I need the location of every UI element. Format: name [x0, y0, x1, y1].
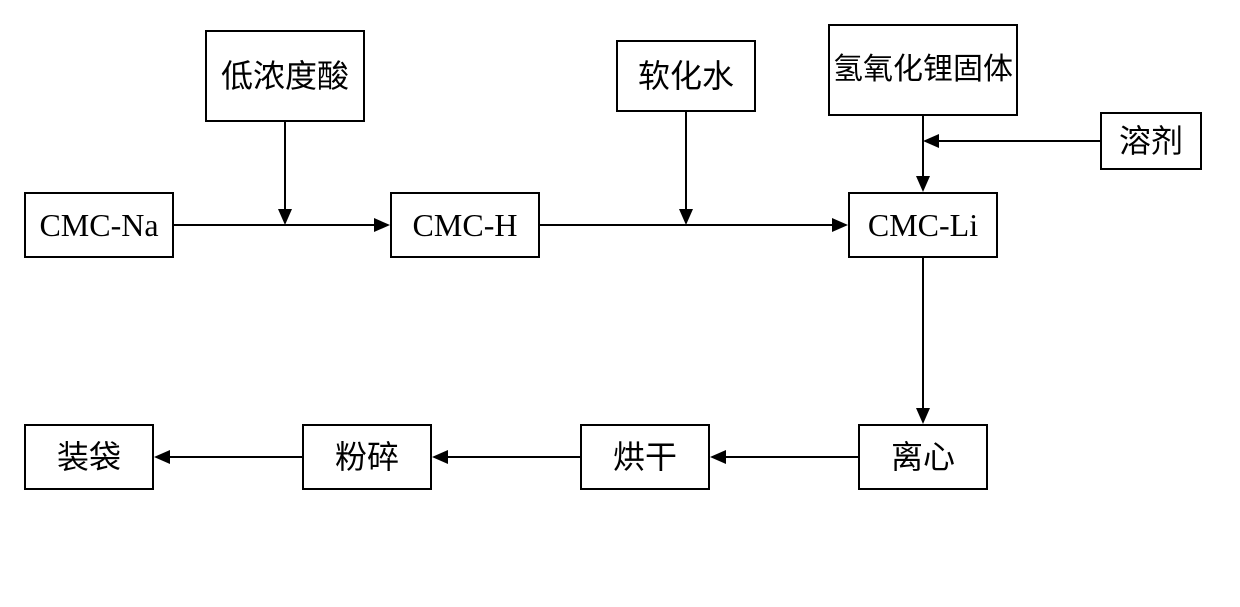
- arrowhead-cmcna-cmch: [374, 218, 390, 232]
- node-cent-label: 离心: [891, 437, 955, 477]
- arrowhead-cent-dry: [710, 450, 726, 464]
- node-cmcna-label: CMC-Na: [39, 205, 158, 245]
- arrowhead-acid-path1: [278, 209, 292, 225]
- node-acid: 低浓度酸: [205, 30, 365, 122]
- arrowhead-crush-bag: [154, 450, 170, 464]
- node-crush: 粉碎: [302, 424, 432, 490]
- node-lioh-label: 氢氧化锂固体: [833, 51, 1013, 89]
- node-bag-label: 装袋: [57, 437, 121, 477]
- node-cent: 离心: [858, 424, 988, 490]
- node-crush-label: 粉碎: [335, 437, 399, 477]
- node-lioh: 氢氧化锂固体: [828, 24, 1018, 116]
- node-dry-label: 烘干: [613, 437, 677, 477]
- arrowhead-cmcli-cent: [916, 408, 930, 424]
- node-solvent: 溶剂: [1100, 112, 1202, 170]
- arrowhead-cmch-cmcli: [832, 218, 848, 232]
- node-cmch-label: CMC-H: [413, 205, 518, 245]
- node-water-label: 软化水: [638, 56, 734, 96]
- arrowhead-solvent-liohline: [923, 134, 939, 148]
- node-solvent-label: 溶剂: [1119, 121, 1183, 161]
- arrowhead-lioh-cmcli: [916, 176, 930, 192]
- node-water: 软化水: [616, 40, 756, 112]
- node-cmch: CMC-H: [390, 192, 540, 258]
- node-cmcli: CMC-Li: [848, 192, 998, 258]
- node-acid-label: 低浓度酸: [221, 56, 349, 96]
- node-cmcna: CMC-Na: [24, 192, 174, 258]
- node-dry: 烘干: [580, 424, 710, 490]
- node-cmcli-label: CMC-Li: [868, 205, 978, 245]
- node-bag: 装袋: [24, 424, 154, 490]
- arrowhead-dry-crush: [432, 450, 448, 464]
- arrowhead-water-path2: [679, 209, 693, 225]
